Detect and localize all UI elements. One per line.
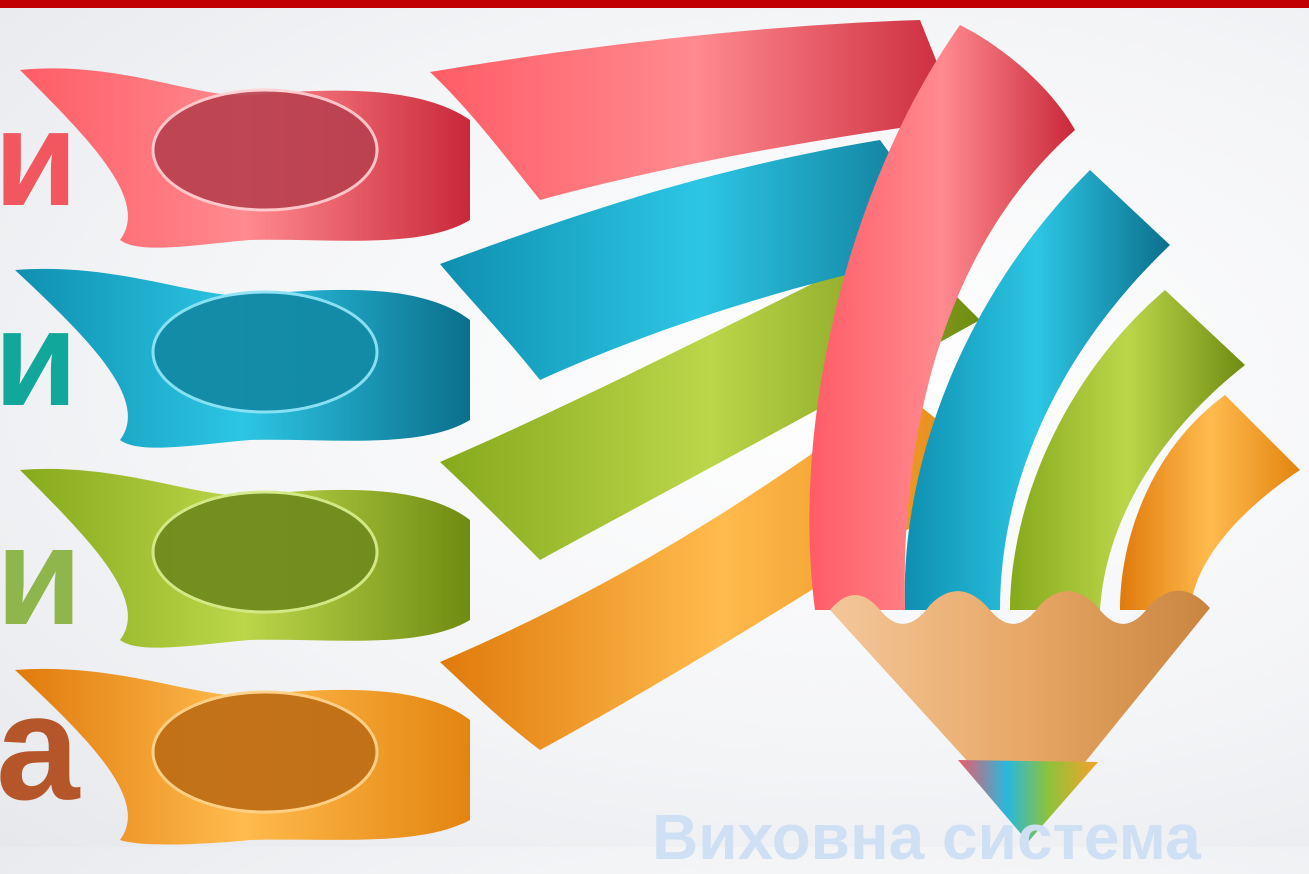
side-letter-4: а	[0, 663, 80, 831]
side-letter-3: и	[0, 497, 83, 654]
ribbon-tab-red	[20, 68, 470, 248]
arc-orange	[1120, 395, 1300, 610]
ribbon-tab-orange	[15, 668, 470, 845]
bottom-title: Виховна система	[652, 801, 1201, 873]
ribbon-tab-green	[20, 468, 470, 648]
top-accent-bar	[0, 0, 1309, 8]
arc-blue	[904, 170, 1170, 610]
side-letter-1: и	[0, 82, 78, 234]
ribbon-long-blue	[440, 140, 960, 380]
arc-red	[809, 25, 1075, 610]
pencil-tip	[958, 760, 1098, 842]
ribbon-tab-blue	[15, 268, 470, 448]
arc-green	[1010, 290, 1245, 610]
pencil-ribbon-graphic	[15, 20, 1300, 845]
pencil-wood	[830, 590, 1210, 830]
ribbon-long-red	[430, 20, 960, 200]
side-letter-2: и	[0, 282, 78, 434]
